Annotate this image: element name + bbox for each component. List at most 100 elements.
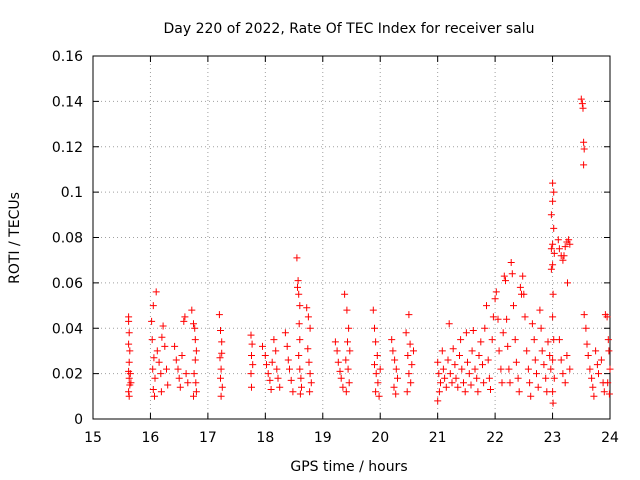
data-point	[125, 317, 133, 325]
data-point	[549, 240, 557, 248]
data-point	[590, 392, 598, 400]
data-point	[498, 379, 506, 387]
data-point	[182, 370, 190, 378]
data-point	[583, 340, 591, 348]
data-point	[247, 370, 255, 378]
data-point	[125, 374, 133, 382]
data-point	[580, 311, 588, 319]
data-point	[405, 370, 413, 378]
y-tick-label: 0.06	[52, 276, 83, 292]
data-point	[174, 365, 182, 373]
data-point	[550, 374, 558, 382]
data-point	[346, 347, 354, 355]
data-point	[561, 243, 569, 251]
data-point	[515, 388, 523, 396]
data-point	[441, 374, 449, 382]
data-point	[549, 356, 557, 364]
data-point	[502, 277, 509, 285]
data-point	[600, 388, 608, 396]
data-point	[191, 336, 199, 344]
x-tick-labels: 15 16 17 18 19 20 21 22 23 24	[84, 430, 619, 446]
data-point	[606, 365, 614, 373]
data-point	[190, 392, 197, 400]
data-point	[524, 365, 532, 373]
data-point	[555, 245, 563, 253]
data-point	[371, 324, 378, 332]
data-point	[446, 370, 454, 378]
data-point	[442, 383, 450, 391]
data-point	[468, 347, 476, 355]
data-point	[495, 347, 503, 355]
data-point	[445, 320, 453, 328]
y-tick-labels: 0 0.02 0.04 0.06 0.08 0.1 0.12 0.14 0.16	[52, 49, 83, 428]
data-point	[342, 388, 350, 396]
data-point	[295, 290, 303, 298]
data-point	[489, 313, 497, 321]
data-point	[549, 388, 557, 396]
data-point	[547, 265, 555, 273]
data-point	[158, 333, 166, 341]
data-point	[289, 388, 297, 396]
data-point	[435, 388, 443, 396]
data-point	[126, 370, 134, 378]
data-point	[218, 383, 226, 391]
data-point	[345, 324, 353, 332]
data-point	[512, 358, 520, 366]
data-point	[369, 306, 377, 314]
data-point	[547, 211, 555, 219]
data-point	[261, 352, 269, 359]
data-point	[435, 370, 443, 378]
data-point	[388, 336, 396, 344]
data-point	[392, 390, 400, 398]
data-point	[263, 361, 270, 369]
data-point	[434, 358, 442, 366]
data-point	[547, 245, 555, 253]
chart-title: Day 220 of 2022, Rate Of TEC Index for r…	[163, 21, 534, 37]
data-point	[582, 324, 590, 332]
data-point	[192, 347, 200, 355]
data-point	[559, 256, 567, 264]
data-point	[249, 361, 257, 369]
data-point	[530, 336, 538, 344]
data-point	[549, 313, 557, 321]
x-tick-label: 15	[84, 430, 102, 446]
data-point	[578, 100, 586, 108]
data-point	[499, 329, 507, 337]
data-point	[593, 361, 601, 369]
data-point	[178, 352, 186, 359]
data-point	[337, 374, 345, 382]
data-point	[534, 383, 542, 391]
y-tick-label: 0.02	[52, 367, 83, 383]
data-point	[549, 179, 557, 187]
data-point	[527, 392, 535, 400]
data-points	[125, 95, 614, 407]
data-point	[268, 358, 276, 366]
data-point	[454, 383, 462, 391]
data-point	[469, 327, 477, 334]
data-point	[372, 338, 380, 346]
data-point	[605, 347, 613, 355]
data-point	[266, 376, 274, 384]
data-point	[276, 383, 284, 391]
data-point	[540, 361, 548, 369]
data-point	[126, 347, 134, 355]
x-axis-label: GPS time / hours	[290, 459, 407, 475]
data-point	[345, 379, 353, 387]
data-point	[372, 370, 380, 378]
data-point	[475, 352, 483, 359]
x-tick-label: 23	[544, 430, 562, 446]
data-point	[456, 352, 463, 359]
data-point	[148, 336, 156, 344]
data-point	[523, 347, 531, 355]
data-point	[566, 240, 574, 248]
data-point	[374, 379, 382, 387]
axis-ticks	[92, 55, 611, 420]
data-point	[295, 320, 303, 328]
x-tick-label: 19	[314, 430, 332, 446]
data-point	[164, 381, 172, 389]
data-point	[376, 365, 384, 373]
data-point	[163, 365, 170, 373]
data-point	[293, 254, 301, 262]
data-point	[305, 358, 313, 366]
data-point	[157, 388, 165, 396]
